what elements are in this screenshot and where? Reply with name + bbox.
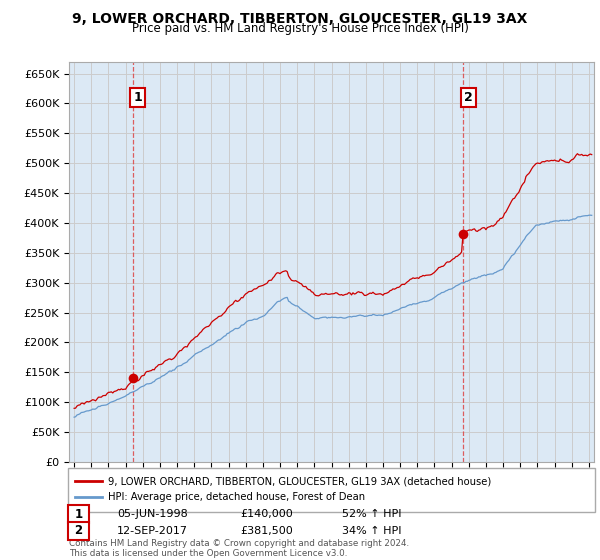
Text: 9, LOWER ORCHARD, TIBBERTON, GLOUCESTER, GL19 3AX (detached house): 9, LOWER ORCHARD, TIBBERTON, GLOUCESTER,… bbox=[108, 476, 491, 486]
Text: 1: 1 bbox=[74, 507, 83, 521]
Text: 2: 2 bbox=[464, 91, 473, 104]
Text: 05-JUN-1998: 05-JUN-1998 bbox=[117, 509, 188, 519]
Text: 2: 2 bbox=[74, 524, 83, 538]
Text: Price paid vs. HM Land Registry's House Price Index (HPI): Price paid vs. HM Land Registry's House … bbox=[131, 22, 469, 35]
Text: 9, LOWER ORCHARD, TIBBERTON, GLOUCESTER, GL19 3AX: 9, LOWER ORCHARD, TIBBERTON, GLOUCESTER,… bbox=[73, 12, 527, 26]
Text: £140,000: £140,000 bbox=[240, 509, 293, 519]
Text: 12-SEP-2017: 12-SEP-2017 bbox=[117, 526, 188, 536]
Text: 1: 1 bbox=[134, 91, 142, 104]
Text: 52% ↑ HPI: 52% ↑ HPI bbox=[342, 509, 401, 519]
Text: 34% ↑ HPI: 34% ↑ HPI bbox=[342, 526, 401, 536]
Text: Contains HM Land Registry data © Crown copyright and database right 2024.
This d: Contains HM Land Registry data © Crown c… bbox=[69, 539, 409, 558]
Text: HPI: Average price, detached house, Forest of Dean: HPI: Average price, detached house, Fore… bbox=[108, 492, 365, 502]
Text: £381,500: £381,500 bbox=[240, 526, 293, 536]
